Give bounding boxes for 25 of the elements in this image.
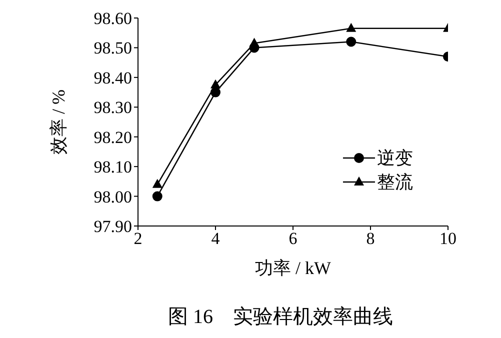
point <box>210 79 220 88</box>
point <box>249 38 260 47</box>
x-tick-label: 2 <box>134 229 142 248</box>
point <box>152 191 162 202</box>
y-tick-label: 98.40 <box>94 68 132 88</box>
point <box>152 178 162 188</box>
caption: 图 16 实验样机效率曲线 <box>167 305 394 330</box>
y-tick-label: 97.90 <box>94 217 132 236</box>
point <box>210 87 220 98</box>
y-axis-title: 效率 / % <box>48 90 68 154</box>
y-tick-label: 98.20 <box>94 128 132 147</box>
y-tick-label: 98.60 <box>94 9 132 28</box>
y-tick-label: 98.30 <box>94 98 132 118</box>
point <box>346 22 356 32</box>
point <box>346 36 356 47</box>
legend-label: 整流 <box>377 171 413 194</box>
y-tick-label: 98.10 <box>94 158 132 177</box>
x-tick-label: 8 <box>366 229 375 248</box>
y-tick-label: 98.00 <box>94 187 132 206</box>
x-axis-title: 功率 / kW <box>255 258 331 278</box>
x-tick-label: 4 <box>211 229 220 248</box>
legend-label: 逆变 <box>377 147 413 170</box>
x-tick-label: 6 <box>288 229 298 248</box>
x-tick-label: 10 <box>440 229 456 248</box>
y-tick-label: 98.50 <box>94 38 132 58</box>
